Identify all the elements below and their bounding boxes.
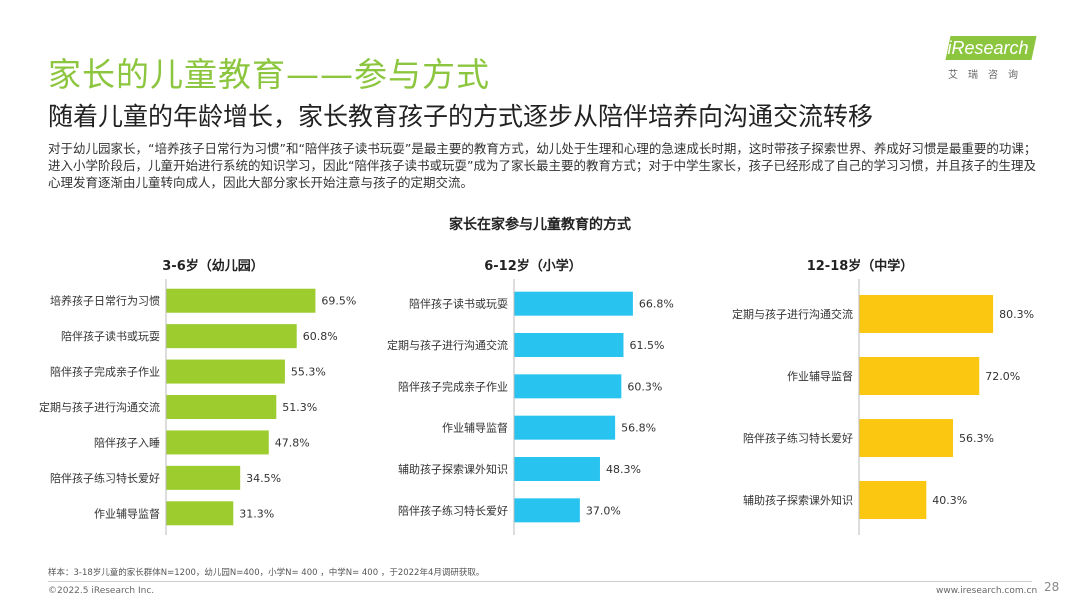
chart-panel-title: 3-6岁（幼儿园） — [162, 258, 264, 274]
chart-panel-3: 12-18岁（中学） 定期与孩子进行沟通交流 80.3% 作业辅导监督 72.0% 陪伴孩… — [732, 258, 1034, 535]
category-label: 辅助孩子探索课外知识 — [398, 462, 508, 476]
bar — [166, 501, 234, 526]
intro-paragraph: 对于幼儿园家长，“培养孩子日常行为习惯”和“陪伴孩子读书玩耍”是最主要的教育方式… — [48, 141, 1037, 190]
data-label: 60.3% — [627, 380, 662, 393]
logo-text: iResearch — [947, 38, 1029, 58]
bar — [859, 357, 980, 395]
data-label: 56.3% — [959, 432, 994, 445]
data-label: 69.5% — [321, 295, 356, 308]
data-label: 47.8% — [275, 436, 310, 449]
bar — [166, 288, 316, 313]
data-label: 48.3% — [606, 463, 641, 476]
bar — [166, 465, 241, 490]
category-label: 陪伴孩子完成亲子作业 — [398, 379, 508, 393]
category-label: 作业辅导监督 — [442, 421, 508, 435]
bar — [514, 374, 622, 399]
bar — [166, 324, 297, 349]
category-label: 培养孩子日常行为习惯 — [50, 294, 160, 308]
data-label: 66.8% — [639, 298, 674, 311]
sample-footnote: 样本：3-18岁儿童的家长群体N=1200，幼儿园N=400，小学N= 400 … — [48, 568, 485, 578]
page-number: 28 — [1044, 580, 1060, 594]
category-label: 陪伴孩子入睡 — [94, 435, 160, 449]
bar — [514, 333, 624, 357]
copyright: ©2022.5 iResearch Inc. — [48, 586, 155, 596]
category-label: 陪伴孩子完成亲子作业 — [50, 365, 160, 379]
data-label: 51.3% — [282, 401, 317, 414]
data-label: 60.8% — [303, 330, 338, 343]
bar — [514, 498, 580, 523]
bar — [514, 415, 616, 440]
category-label: 定期与孩子进行沟通交流 — [732, 307, 853, 321]
data-label: 37.0% — [586, 504, 621, 517]
logo-subtext: 艾瑞咨询 — [948, 70, 1028, 81]
chart-title: 家长在家参与儿童教育的方式 — [449, 217, 631, 233]
bar — [859, 481, 927, 519]
data-label: 56.8% — [621, 422, 656, 435]
data-label: 61.5% — [629, 339, 664, 352]
data-label: 72.0% — [985, 370, 1020, 383]
category-label: 作业辅导监督 — [94, 506, 160, 520]
footer-divider — [48, 581, 1032, 582]
page-subtitle: 随着儿童的年龄增长，家长教育孩子的方式逐步从陪伴培养向沟通交流转移 — [48, 102, 874, 131]
data-label: 34.5% — [246, 472, 281, 485]
bar — [859, 295, 994, 333]
category-label: 定期与孩子进行沟通交流 — [387, 338, 508, 352]
category-label: 辅助孩子探索课外知识 — [743, 493, 853, 507]
data-label: 80.3% — [999, 308, 1034, 321]
bar — [166, 359, 285, 384]
category-label: 作业辅导监督 — [787, 369, 853, 383]
chart-panel-title: 6-12岁（小学） — [484, 258, 582, 274]
website-link[interactable]: www.iresearch.com.cn — [936, 586, 1038, 596]
bar — [514, 291, 633, 316]
bar — [166, 430, 269, 455]
bar — [166, 395, 277, 419]
data-label: 40.3% — [932, 494, 967, 507]
category-label: 陪伴孩子练习特长爱好 — [50, 471, 160, 485]
chart-panel-1: 3-6岁（幼儿园） 培养孩子日常行为习惯 69.5% 陪伴孩子读书或玩耍 60.8% 陪伴… — [39, 258, 356, 535]
chart-panel-title: 12-18岁（中学） — [807, 258, 914, 274]
data-label: 31.3% — [239, 507, 274, 520]
bar — [859, 419, 954, 457]
bar — [514, 457, 600, 481]
category-label: 陪伴孩子读书或玩耍 — [409, 297, 508, 311]
category-label: 陪伴孩子读书或玩耍 — [61, 329, 160, 343]
category-label: 陪伴孩子练习特长爱好 — [398, 503, 508, 517]
chart-panel-2: 6-12岁（小学） 陪伴孩子读书或玩耍 66.8% 定期与孩子进行沟通交流 61.5% 陪… — [387, 258, 674, 535]
category-label: 定期与孩子进行沟通交流 — [39, 400, 160, 414]
data-label: 55.3% — [291, 366, 326, 379]
iresearch-logo: iResearch 艾瑞咨询 — [940, 36, 1037, 84]
category-label: 陪伴孩子练习特长爱好 — [743, 431, 853, 445]
page-title: 家长的儿童教育——参与方式 — [48, 55, 490, 94]
